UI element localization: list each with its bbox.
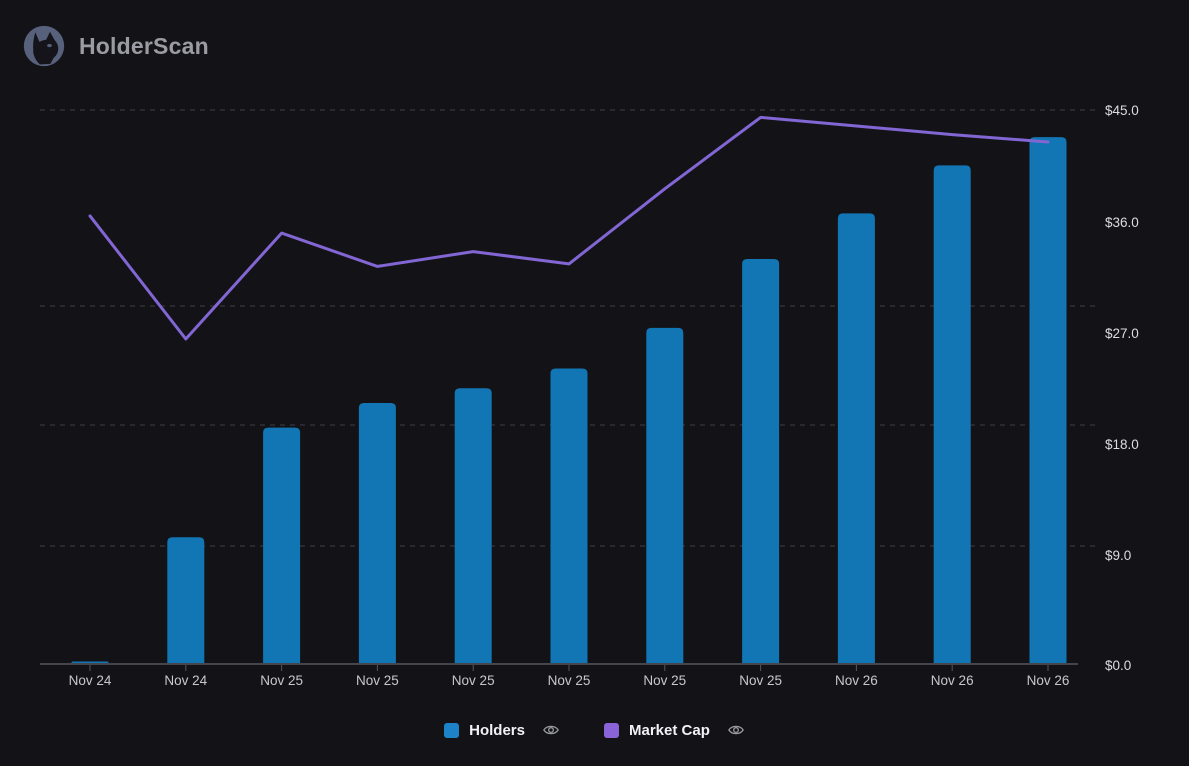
marketcap-swatch-icon xyxy=(604,722,619,738)
holders-bar[interactable] xyxy=(454,388,492,664)
x-axis-label: Nov 25 xyxy=(548,673,591,688)
holders-bar[interactable] xyxy=(933,165,971,665)
marketcap-line[interactable] xyxy=(88,115,1050,341)
x-axis-label: Nov 24 xyxy=(69,673,112,688)
holders-bar[interactable] xyxy=(1029,137,1067,664)
x-axis-label: Nov 26 xyxy=(931,673,974,688)
header: HolderScan xyxy=(22,24,209,68)
legend-holders-label: Holders xyxy=(469,721,525,739)
y-axis-label: $0.0 xyxy=(1105,658,1131,673)
x-axis-label: Nov 26 xyxy=(835,673,878,688)
x-axis-label: Nov 25 xyxy=(452,673,495,688)
holders-bar[interactable] xyxy=(167,537,205,664)
holders-bar[interactable] xyxy=(837,213,875,664)
holders-swatch-icon xyxy=(444,722,460,738)
y-axis-label: $36.0 xyxy=(1105,215,1139,230)
holders-visibility-eye-icon[interactable] xyxy=(542,721,560,739)
x-axis-label: Nov 25 xyxy=(356,673,399,688)
brand-title: HolderScan xyxy=(79,32,209,59)
y-axis-label: $18.0 xyxy=(1105,437,1139,452)
holders-marketcap-chart: $45.0 $36.0 $27.0 $18.0 $9.0 $0.0 Nov 24 Nov 24… xyxy=(40,103,1139,688)
x-axis-label: Nov 25 xyxy=(739,673,782,688)
cat-logo-icon xyxy=(22,24,66,68)
holders-bar[interactable] xyxy=(358,403,396,664)
legend-item-marketcap[interactable]: Market Cap xyxy=(604,721,745,739)
legend-item-holders[interactable]: Holders xyxy=(444,721,560,739)
holders-bar[interactable] xyxy=(646,327,684,664)
x-axis-label: Nov 25 xyxy=(643,673,686,688)
y-axis-label: $45.0 xyxy=(1105,103,1139,118)
holders-bar[interactable] xyxy=(263,427,301,664)
marketcap-visibility-eye-icon[interactable] xyxy=(727,721,745,739)
holders-bar[interactable] xyxy=(742,258,780,664)
x-axis-label: Nov 24 xyxy=(164,673,207,688)
y-axis-label: $9.0 xyxy=(1105,548,1131,563)
x-axis-label: Nov 25 xyxy=(260,673,303,688)
y-axis-label: $27.0 xyxy=(1105,326,1139,341)
holders-bar[interactable] xyxy=(550,368,588,664)
legend-marketcap-label: Market Cap xyxy=(629,721,710,739)
x-axis-label: Nov 26 xyxy=(1027,673,1070,688)
chart-legend: Holders Market Cap xyxy=(0,721,1189,739)
